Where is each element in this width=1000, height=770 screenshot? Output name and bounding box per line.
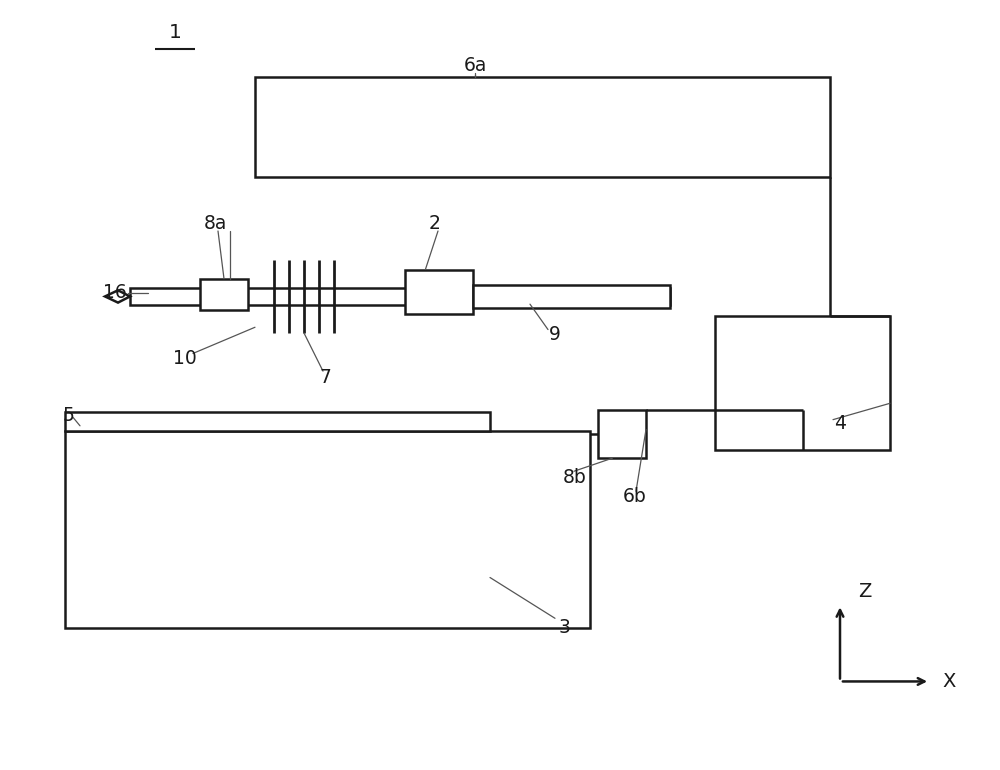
Text: 4: 4 <box>834 414 846 433</box>
Bar <box>255 77 830 177</box>
Text: 7: 7 <box>319 368 331 387</box>
Bar <box>473 285 670 308</box>
Bar <box>598 410 646 458</box>
Text: 9: 9 <box>549 326 561 344</box>
Bar <box>715 316 890 450</box>
Text: 6b: 6b <box>623 487 647 506</box>
Text: 16: 16 <box>103 283 127 302</box>
Text: 3: 3 <box>559 618 571 637</box>
Text: 1: 1 <box>169 23 181 42</box>
Text: 10: 10 <box>173 349 197 367</box>
Bar <box>200 279 248 310</box>
Text: 8b: 8b <box>563 468 587 487</box>
Bar <box>405 270 473 314</box>
Text: 2: 2 <box>429 214 441 233</box>
Text: 8a: 8a <box>203 214 227 233</box>
Polygon shape <box>105 290 130 303</box>
Bar <box>65 431 590 628</box>
Text: Z: Z <box>858 581 871 601</box>
Text: X: X <box>942 672 955 691</box>
Bar <box>130 288 670 305</box>
Bar <box>65 412 490 431</box>
Text: 6a: 6a <box>463 56 487 75</box>
Text: 5: 5 <box>62 407 74 425</box>
